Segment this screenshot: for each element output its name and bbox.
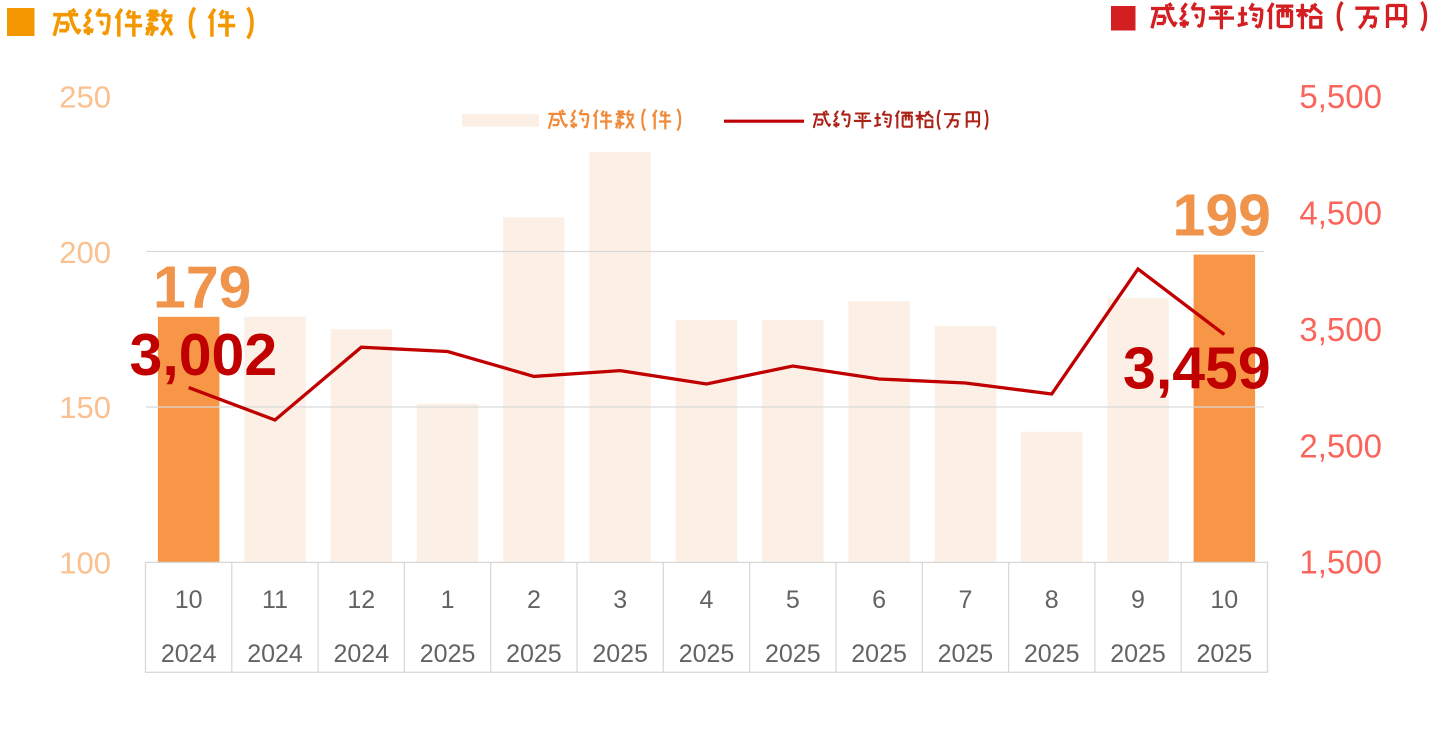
svg-text:1,500: 1,500: [1299, 544, 1382, 581]
svg-text:5: 5: [786, 586, 800, 614]
svg-text:2025: 2025: [851, 640, 907, 668]
svg-text:10: 10: [1210, 586, 1238, 614]
svg-text:3,500: 3,500: [1299, 311, 1382, 348]
svg-text:2025: 2025: [592, 640, 648, 668]
svg-text:179: 179: [153, 255, 251, 321]
svg-text:11: 11: [262, 586, 288, 614]
svg-text:2: 2: [527, 586, 541, 614]
svg-text:4,500: 4,500: [1299, 195, 1382, 232]
svg-text:8: 8: [1045, 586, 1059, 614]
svg-text:199: 199: [1173, 183, 1271, 249]
svg-text:2024: 2024: [161, 640, 217, 668]
svg-text:100: 100: [59, 546, 111, 581]
svg-text:6: 6: [872, 586, 886, 614]
svg-text:200: 200: [59, 235, 111, 270]
svg-text:2024: 2024: [247, 640, 303, 668]
svg-text:2025: 2025: [765, 640, 821, 668]
svg-text:2,500: 2,500: [1299, 427, 1382, 464]
svg-text:5,500: 5,500: [1299, 78, 1382, 115]
svg-text:9: 9: [1131, 586, 1145, 614]
svg-text:2025: 2025: [1110, 640, 1166, 668]
svg-text:3,002: 3,002: [130, 322, 278, 388]
svg-text:250: 250: [59, 79, 111, 114]
svg-text:2025: 2025: [420, 640, 476, 668]
svg-text:4: 4: [700, 586, 714, 614]
svg-text:3: 3: [613, 586, 627, 614]
svg-text:2025: 2025: [506, 640, 562, 668]
svg-text:3,459: 3,459: [1123, 336, 1271, 402]
svg-text:2025: 2025: [1196, 640, 1252, 668]
svg-text:2025: 2025: [679, 640, 735, 668]
svg-text:12: 12: [347, 586, 375, 614]
svg-text:2025: 2025: [938, 640, 994, 668]
svg-text:10: 10: [175, 586, 203, 614]
svg-text:150: 150: [59, 390, 111, 425]
svg-text:1: 1: [441, 586, 455, 614]
svg-text:7: 7: [958, 586, 972, 614]
svg-text:2024: 2024: [333, 640, 389, 668]
svg-text:2025: 2025: [1024, 640, 1080, 668]
